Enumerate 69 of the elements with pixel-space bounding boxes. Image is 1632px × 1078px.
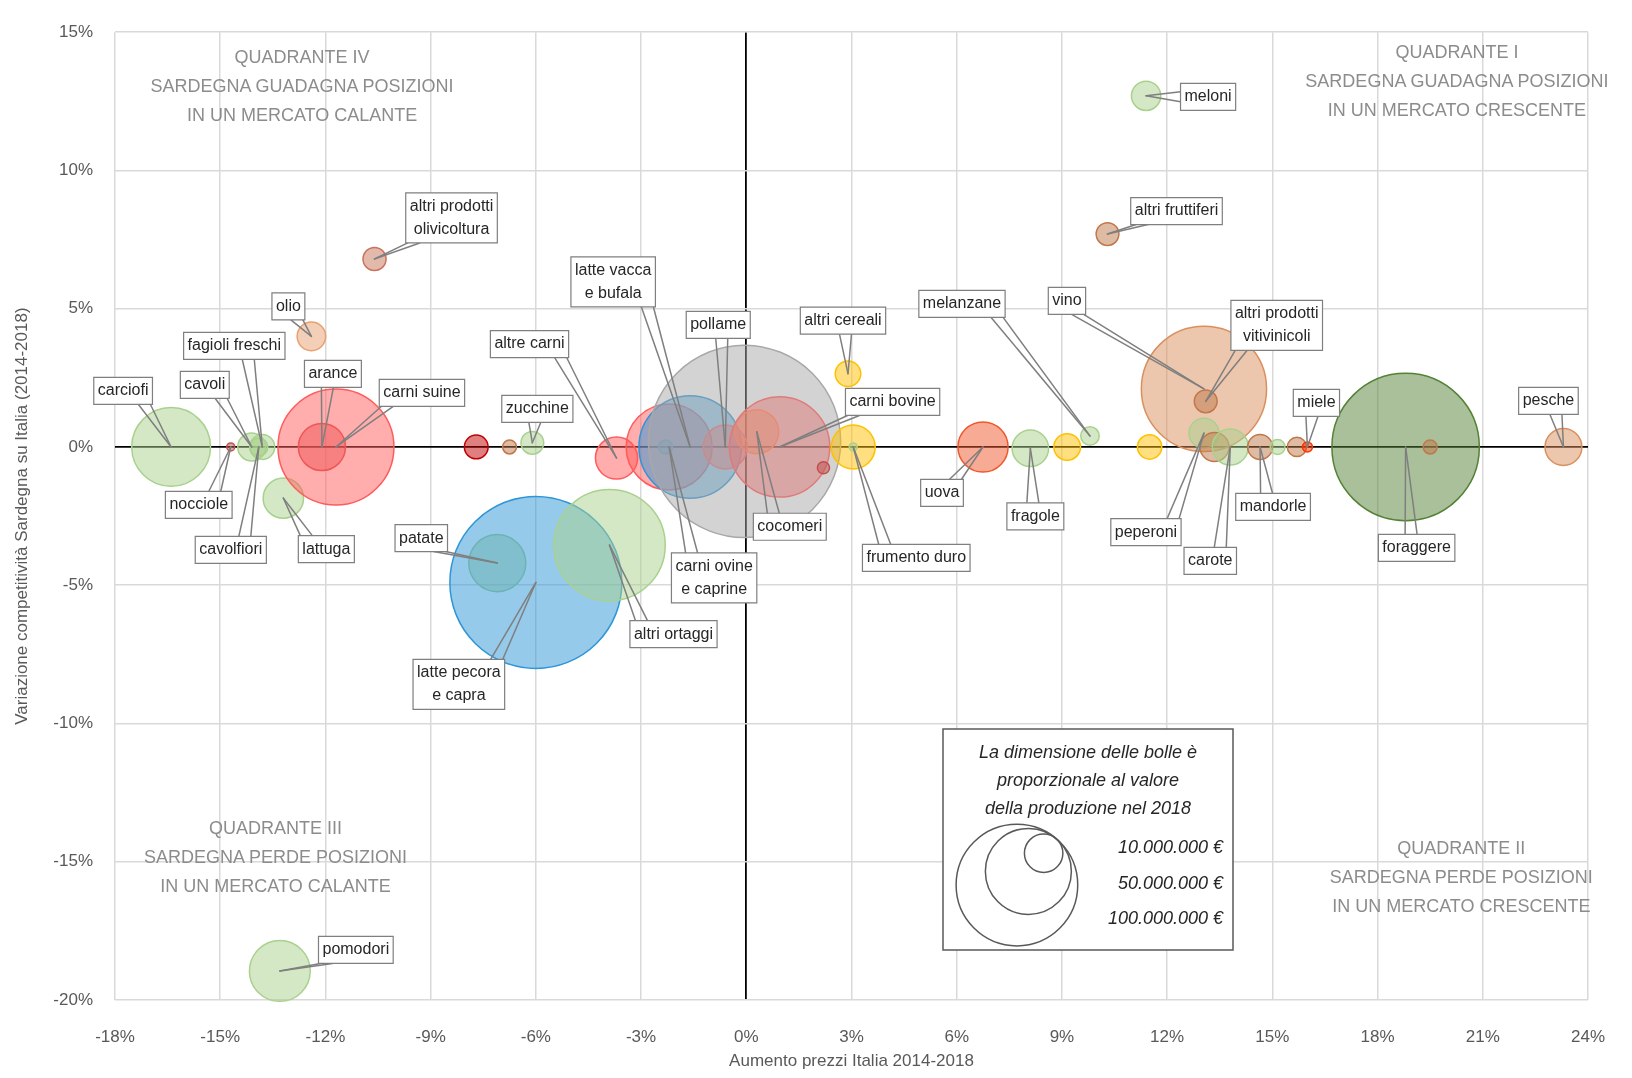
annotation: cocomeri [757,517,823,535]
annotation: uova [924,483,960,501]
annotation: arance [308,364,358,382]
annotation: patate [399,528,444,546]
legend-title: La dimensione delle bolle è proporzionale al valore della produzione nel 2018 [978,742,1198,818]
x-tick-label: -18% [95,1026,135,1046]
annotation: altri ortaggi [633,624,714,642]
x-tick-label: -6% [520,1026,551,1046]
annotation: zucchine [505,399,570,417]
y-tick-label: 5% [68,298,93,318]
x-tick-label: -9% [415,1026,446,1046]
annotation: mandorle [1239,497,1307,515]
annotation: QUADRANTE I SARDEGNA GUADAGNA POSIZIONI IN UN MERCATO CRESCENTE [1305,41,1609,120]
x-tick-label: 21% [1465,1026,1500,1046]
y-tick-label: 15% [58,21,93,41]
annotation: frumento duro [866,548,967,566]
annotation: carciofi [97,381,149,399]
x-tick-label: 9% [1049,1026,1075,1046]
annotation: pollame [690,315,747,333]
x-tick-label: 3% [839,1026,864,1046]
annotation: latte pecora e capra [417,663,501,704]
annotation: carni ovine e caprine [675,556,753,597]
annotation: cavolfiori [199,540,263,558]
annotation: melanzane [922,294,1002,312]
x-tick-label: 18% [1360,1026,1395,1046]
annotation: altri prodotti vitivinicoli [1234,304,1319,345]
y-axis-title: Variazione competitività Sardegna su Italia (2014-2018) [11,307,31,725]
x-tick-label: 12% [1150,1026,1185,1046]
annotation: pomodori [322,940,390,958]
y-tick-label: -5% [62,574,93,594]
annotation: QUADRANTE IV SARDEGNA GUADAGNA POSIZIONI IN UN MERCATO CALANTE [150,47,454,126]
annotation: QUADRANTE III SARDEGNA PERDE POSIZIONI IN UN MERCATO CALANTE [144,817,408,896]
annotation: altri fruttiferi [1134,201,1219,219]
y-tick-label: -10% [53,713,93,733]
annotation: QUADRANTE II SARDEGNA PERDE POSIZIONI IN UN MERCATO CRESCENTE [1329,838,1593,917]
x-axis-title: Aumento prezzi Italia 2014-2018 [729,1051,974,1071]
legend-label: 100.000.000 € [1107,908,1224,928]
annotation: nocciole [169,495,229,513]
y-tick-label: 0% [68,436,93,456]
annotation: fragole [1010,506,1060,524]
annotation: altre carni [494,334,565,352]
x-tick-label: 0% [733,1026,759,1046]
annotation: carni bovine [849,392,936,410]
annotation: altri cereali [804,311,882,329]
annotation: altri prodotti olivicoltura [409,196,494,237]
annotation: meloni [1184,87,1232,105]
x-tick-label: -15% [200,1026,241,1046]
annotation: carni suine [383,383,461,401]
annotation: latte vacca e bufala [574,260,652,301]
x-tick-label: -12% [305,1026,346,1046]
annotation: lattuga [302,539,351,557]
x-tick-label: 15% [1255,1026,1290,1046]
y-tick-label: -15% [53,851,93,871]
y-tick-label: 10% [58,160,93,180]
annotation: carote [1188,551,1233,569]
annotation: pesche [1522,391,1575,409]
annotation: vino [1052,291,1082,309]
legend-label: 10.000.000 € [1117,837,1224,857]
annotation: olio [275,296,301,314]
x-tick-label: 24% [1570,1026,1605,1046]
annotation: peperoni [1114,522,1178,540]
x-tick-label: -3% [625,1026,657,1046]
annotation: miele [1297,393,1336,411]
annotation: foraggere [1382,538,1451,556]
annotation: fagioli freschi [187,336,281,354]
annotation: cavoli [184,375,226,393]
legend-label: 50.000.000 € [1117,872,1224,893]
x-tick-label: 6% [944,1026,969,1046]
y-tick-label: -20% [53,989,93,1009]
